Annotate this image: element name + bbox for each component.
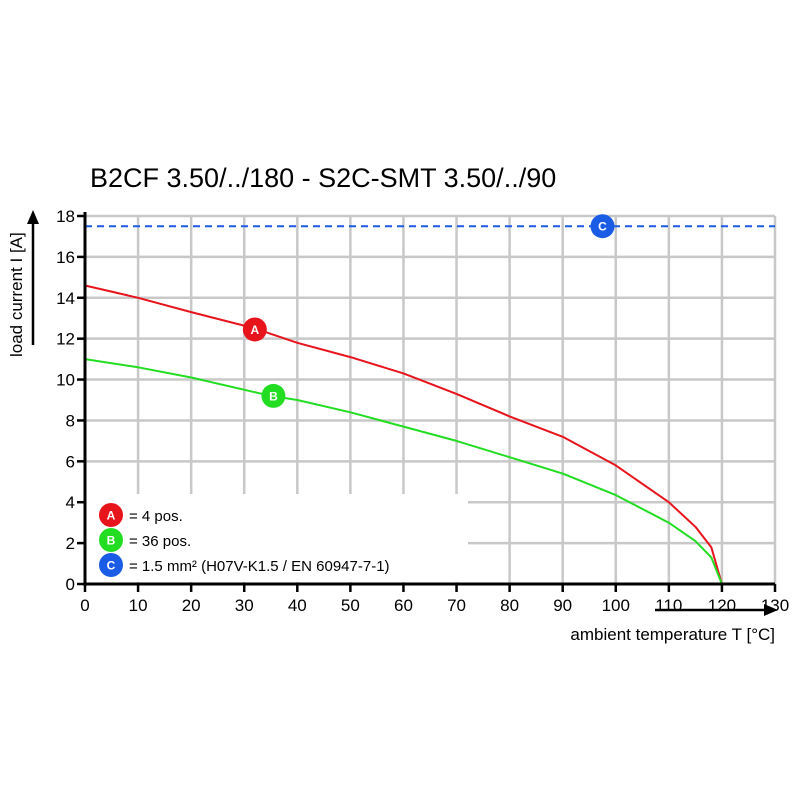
y-tick-label: 12	[56, 330, 75, 349]
x-tick-label: 30	[235, 596, 254, 615]
legend-marker-c-letter: C	[107, 559, 116, 573]
tick-labels: 0 10 20 30 40 50 60 70 80 90 100 110 120 130024681012…	[56, 207, 789, 615]
y-tick-label: 16	[56, 248, 75, 267]
marker-b-circle	[261, 383, 286, 408]
marker-c-letter: C	[598, 220, 607, 234]
y-tick-label: 4	[66, 493, 75, 512]
x-tick-label: 110	[655, 596, 682, 615]
x-tick-label: 0	[80, 596, 89, 615]
legend-marker-a-letter: A	[107, 509, 116, 523]
x-tick-label: 60	[394, 596, 413, 615]
y-axis-label: load current I [A]	[7, 232, 26, 357]
legend-marker-a-circle	[99, 503, 123, 527]
series-group	[84, 225, 775, 585]
series-markers: A B C	[242, 214, 615, 408]
legend-marker-c-circle	[99, 553, 123, 577]
marker-a-circle	[242, 317, 267, 342]
x-tick-label: 10	[129, 596, 148, 615]
legend-label-b: = 36 pos.	[129, 533, 191, 550]
axes	[77, 212, 777, 592]
legend-box	[86, 494, 468, 582]
series-line-a	[84, 284, 723, 585]
y-tick-label: 8	[66, 411, 75, 430]
y-tick-label: 0	[66, 575, 75, 594]
legend-marker-b-letter: B	[107, 534, 116, 548]
legend-label-a: = 4 pos.	[129, 508, 183, 525]
marker-c-circle	[590, 214, 615, 239]
y-tick-label: 2	[66, 534, 75, 553]
y-tick-label: 18	[56, 207, 75, 226]
series-line-b	[84, 358, 723, 585]
legend: A = 4 pos. B = 36 pos. C = 1.5 mm² (H07V-K1.5…	[99, 503, 390, 577]
marker-b-letter: B	[269, 389, 278, 403]
x-tick-label: 90	[553, 596, 572, 615]
x-axis-arrowhead	[764, 604, 778, 616]
x-tick-label: 50	[341, 596, 360, 615]
x-tick-label: 40	[288, 596, 307, 615]
x-axis-label: ambient temperature T [°C]	[570, 625, 775, 644]
x-tick-label: 80	[500, 596, 519, 615]
x-tick-label: 20	[182, 596, 201, 615]
y-tick-label: 10	[56, 371, 75, 390]
y-axis-arrowhead	[27, 210, 39, 224]
marker-a-letter: A	[251, 323, 260, 337]
y-tick-label: 14	[56, 289, 75, 308]
legend-marker-b-circle	[99, 528, 123, 552]
x-tick-label: 120	[708, 596, 736, 615]
y-tick-label: 6	[66, 452, 75, 471]
x-tick-label: 100	[602, 596, 630, 615]
legend-label-c: = 1.5 mm² (H07V-K1.5 / EN 60947-7-1)	[129, 558, 390, 575]
x-tick-label: 70	[447, 596, 466, 615]
chart-title: B2CF 3.50/../180 - S2C-SMT 3.50/../90	[90, 163, 556, 193]
